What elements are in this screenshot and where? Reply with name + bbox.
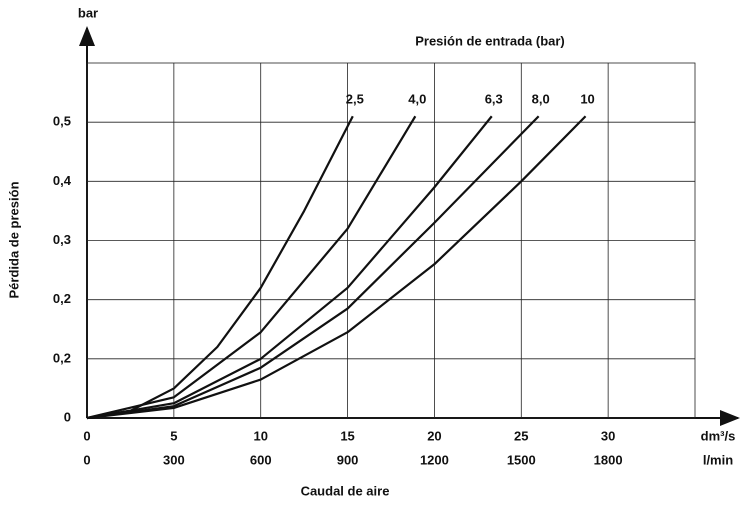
legend-title: Presión de entrada (bar) xyxy=(415,33,565,48)
curve xyxy=(86,115,540,420)
x2-tick-label: 0 xyxy=(83,452,90,467)
x-unit: dm³/s xyxy=(701,428,736,443)
x2-tick-label: 300 xyxy=(163,452,185,467)
series-label: 10 xyxy=(580,92,594,107)
x-tick-label: 20 xyxy=(427,428,441,443)
y-tick-label: 0 xyxy=(64,409,71,424)
curve xyxy=(86,115,587,420)
y-unit: bar xyxy=(78,5,98,20)
x-tick-label: 25 xyxy=(514,428,528,443)
x-tick-label: 15 xyxy=(340,428,354,443)
x-tick-label: 0 xyxy=(83,428,90,443)
y-tick-label: 0,2 xyxy=(53,291,71,306)
x-tick-label: 30 xyxy=(601,428,615,443)
x2-tick-label: 1500 xyxy=(507,452,536,467)
x2-tick-label: 600 xyxy=(250,452,272,467)
x-axis-title: Caudal de aire xyxy=(301,483,390,498)
y-tick-label: 0,5 xyxy=(53,114,71,129)
series-label: 6,3 xyxy=(485,92,503,107)
x-tick-label: 10 xyxy=(253,428,267,443)
series-label: 4,0 xyxy=(408,92,426,107)
curve xyxy=(86,115,493,420)
x2-tick-label: 1800 xyxy=(594,452,623,467)
series-label: 2,5 xyxy=(346,92,364,107)
curve xyxy=(86,115,354,420)
x2-unit: l/min xyxy=(703,452,733,467)
x2-tick-label: 1200 xyxy=(420,452,449,467)
series-label: 8,0 xyxy=(532,92,550,107)
y-tick-label: 0,2 xyxy=(53,350,71,365)
y-tick-label: 0,3 xyxy=(53,232,71,247)
x-tick-label: 5 xyxy=(170,428,177,443)
y-axis-title: Pérdida de presión xyxy=(6,181,21,298)
curve xyxy=(86,115,417,420)
x2-tick-label: 900 xyxy=(337,452,359,467)
y-tick-label: 0,4 xyxy=(53,173,72,188)
